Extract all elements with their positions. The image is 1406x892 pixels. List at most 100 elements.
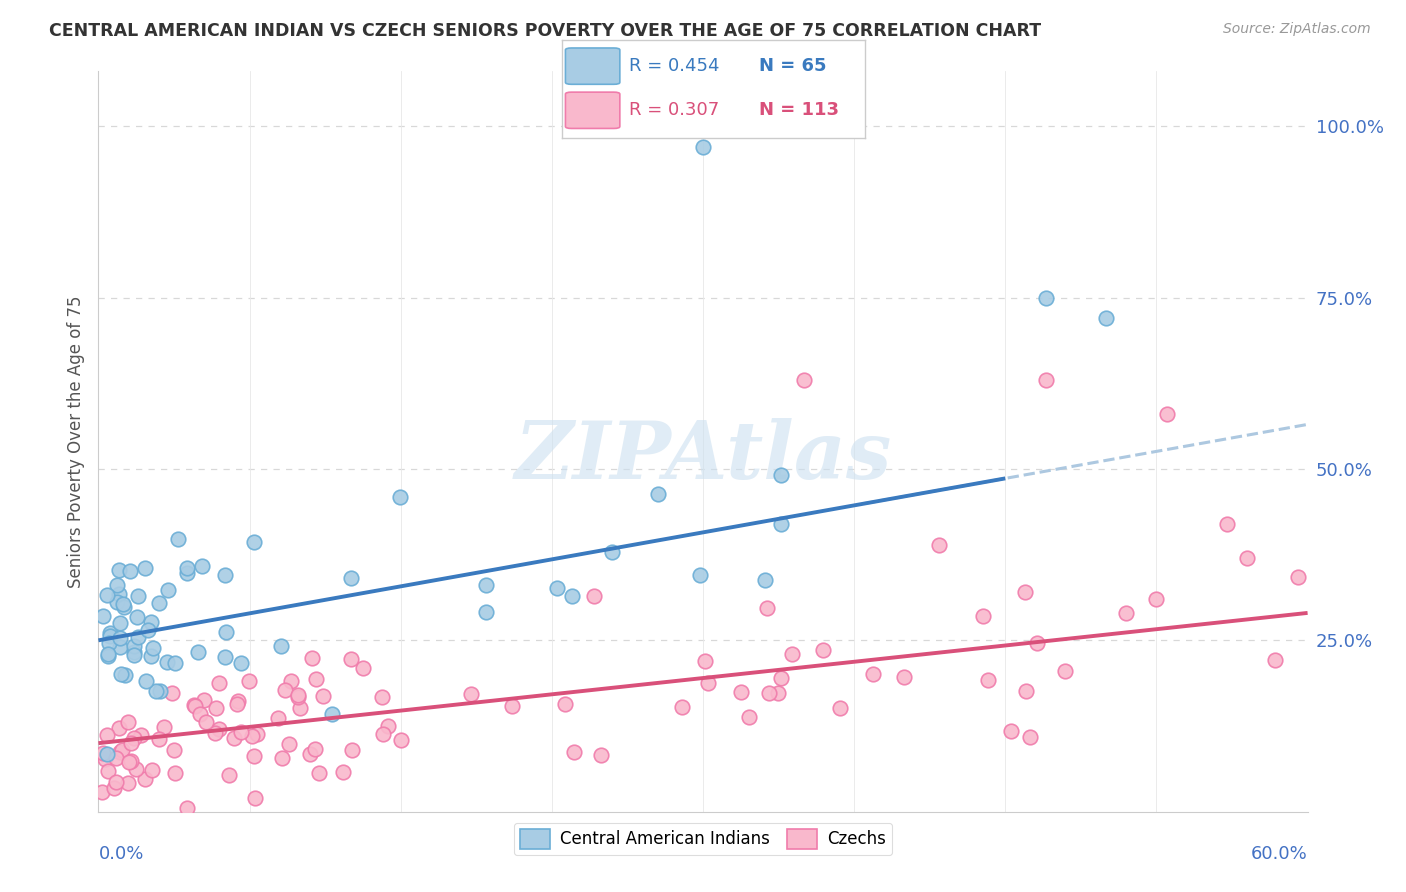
Point [1015, 684, 1038, 698]
Point [697, 675, 720, 690]
Point [148, 732, 170, 747]
Point [373, 727, 395, 741]
Point [93, 746, 115, 760]
Point [125, 762, 148, 776]
Text: R = 0.454: R = 0.454 [628, 57, 720, 75]
Point [769, 467, 792, 482]
Point [105, 775, 128, 789]
Text: 60.0%: 60.0% [1251, 845, 1308, 863]
Point [214, 650, 236, 665]
Point [98, 636, 121, 650]
Point [308, 766, 330, 780]
Point [215, 625, 238, 640]
Point [647, 487, 669, 501]
Point [108, 746, 131, 760]
Point [98, 629, 121, 643]
Point [693, 655, 716, 669]
Point [117, 755, 139, 769]
Point [928, 538, 950, 552]
Point [111, 597, 134, 611]
Point [114, 668, 136, 682]
Point [153, 720, 176, 734]
Point [122, 639, 145, 653]
Point [270, 639, 292, 653]
Point [110, 667, 132, 681]
Point [112, 600, 135, 615]
Point [226, 694, 249, 708]
Point [1053, 664, 1076, 678]
Point [96, 728, 118, 742]
Point [321, 706, 343, 721]
Point [1035, 373, 1057, 387]
Point [160, 685, 183, 699]
Point [339, 652, 361, 666]
Point [371, 690, 394, 704]
Point [111, 743, 134, 757]
Text: ZIPAtlas: ZIPAtlas [515, 417, 891, 495]
Point [671, 700, 693, 714]
Point [246, 727, 269, 741]
Point [561, 589, 583, 603]
Point [190, 558, 212, 573]
Point [108, 563, 131, 577]
Point [122, 645, 145, 659]
Point [218, 767, 240, 781]
Point [546, 581, 568, 595]
Point [583, 590, 606, 604]
Point [91, 785, 114, 799]
Point [305, 673, 328, 687]
Point [165, 765, 187, 780]
Point [271, 751, 294, 765]
Point [184, 699, 207, 714]
Point [231, 656, 253, 670]
Point [972, 609, 994, 624]
Point [105, 751, 128, 765]
Point [108, 616, 131, 631]
Point [96, 587, 118, 601]
Point [277, 737, 299, 751]
Point [1264, 653, 1286, 667]
Point [754, 573, 776, 587]
Point [298, 747, 321, 761]
Point [862, 666, 884, 681]
Point [304, 742, 326, 756]
Point [127, 610, 149, 624]
Point [769, 516, 792, 531]
Point [755, 601, 778, 615]
Point [1019, 730, 1042, 744]
Point [204, 726, 226, 740]
Point [108, 632, 131, 646]
Point [156, 655, 179, 669]
Point [1144, 592, 1167, 607]
Point [139, 648, 162, 663]
Point [138, 623, 160, 637]
Point [280, 674, 302, 689]
Point [127, 589, 149, 603]
Point [145, 684, 167, 698]
Point [188, 706, 211, 721]
Y-axis label: Seniors Poverty Over the Age of 75: Seniors Poverty Over the Age of 75 [66, 295, 84, 588]
Point [141, 641, 163, 656]
Point [176, 560, 198, 574]
Point [122, 648, 145, 662]
Point [828, 701, 851, 715]
Point [134, 772, 156, 787]
Point [1095, 311, 1118, 326]
Point [766, 686, 789, 700]
Text: 0.0%: 0.0% [98, 845, 143, 863]
Point [738, 710, 761, 724]
Point [183, 698, 205, 712]
Point [97, 764, 120, 778]
Point [122, 731, 145, 746]
Point [332, 765, 354, 780]
Point [97, 647, 120, 661]
Point [1014, 585, 1036, 599]
Point [103, 780, 125, 795]
Point [156, 583, 179, 598]
Point [165, 656, 187, 670]
Point [893, 670, 915, 684]
Point [1000, 723, 1022, 738]
Point [149, 683, 172, 698]
Point [134, 560, 156, 574]
FancyBboxPatch shape [565, 92, 620, 128]
